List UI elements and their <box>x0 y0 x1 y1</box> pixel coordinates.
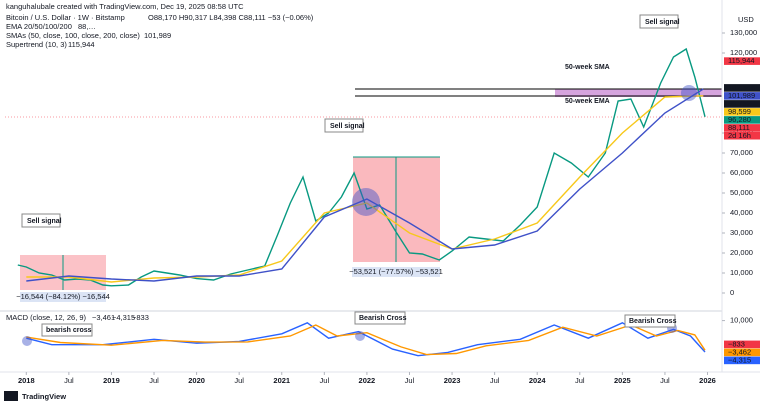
legend-name: Bitcoin / U.S. Dollar · 1W · Bitstamp <box>6 13 125 22</box>
x-tick-label: 2019 <box>103 376 120 385</box>
annotation: Bearish Cross <box>359 315 407 322</box>
price-label: 101,989 <box>728 91 755 100</box>
annotation: Bearish Cross <box>629 318 677 325</box>
x-tick-label: Jul <box>64 376 74 385</box>
callout <box>639 14 679 29</box>
legend-value: −3,461 <box>92 313 115 322</box>
y-tick-label: 20,000 <box>730 248 753 257</box>
legend-name: Supertrend (10, 3) <box>6 40 67 49</box>
highlight <box>681 85 697 101</box>
pane-title: MACD (close, 12, 26, 9) <box>6 313 87 322</box>
y-tick-label: 30,000 <box>730 228 753 237</box>
price-label-box <box>724 57 760 65</box>
highlight <box>22 336 32 346</box>
countdown-box <box>724 131 760 140</box>
price-label-box <box>724 92 760 100</box>
measure-label: −16,544 (−84.12%) −16,544 <box>16 292 110 301</box>
callout <box>624 314 676 328</box>
callout <box>21 213 61 228</box>
price-label: −4,315 <box>728 355 751 364</box>
legend-value: 115,944 <box>68 40 95 49</box>
highlight <box>355 331 365 341</box>
callout <box>324 118 364 133</box>
y-tick-label: 130,000 <box>730 28 757 37</box>
y-tick-label: 50,000 <box>730 188 753 197</box>
y-tick-label: 0 <box>730 288 734 297</box>
price-label: 96,280 <box>728 115 751 124</box>
legend-value: −833 <box>132 313 149 322</box>
credit: kanguhalubale created with TradingView.c… <box>6 2 244 11</box>
series-line <box>26 321 706 357</box>
y-tick-label: 70,000 <box>730 148 753 157</box>
series-line <box>26 88 704 282</box>
y-tick-label: 120,000 <box>730 48 757 57</box>
annotation: Sell signal <box>645 19 680 26</box>
x-tick-label: 2023 <box>444 376 461 385</box>
x-tick-label: 2024 <box>529 376 547 385</box>
price-label: 98,599 <box>728 107 751 116</box>
price-label: −833 <box>728 339 745 348</box>
measure-box <box>20 292 106 302</box>
x-tick-label: 2025 <box>614 376 631 385</box>
price-label-box <box>724 356 760 365</box>
price-label-box <box>724 348 760 357</box>
legend-value: 88,… <box>78 22 96 31</box>
x-tick-label: Jul <box>490 376 500 385</box>
x-tick-label: 2026 <box>699 376 716 385</box>
legend-name: SMAs (50, close, 100, close, 200, close) <box>6 31 140 40</box>
legend-name: EMA 20/50/100/200 <box>6 22 72 31</box>
legend-value: O88,170 H90,317 L84,398 C88,111 −53 (−0.… <box>148 13 314 22</box>
x-tick-label: 2020 <box>188 376 205 385</box>
x-tick-label: Jul <box>320 376 330 385</box>
annotation: 50-week SMA <box>565 64 610 71</box>
y-tick-label: 10,000 <box>730 316 753 325</box>
x-tick-label: Jul <box>405 376 415 385</box>
series-line <box>26 95 704 283</box>
x-tick-label: Jul <box>234 376 244 385</box>
x-tick-label: Jul <box>660 376 670 385</box>
series-layer <box>17 47 706 357</box>
highlight <box>352 188 380 216</box>
y-tick-label: 40,000 <box>730 208 753 217</box>
price-label-box <box>724 100 760 108</box>
series-line <box>26 324 706 356</box>
x-tick-label: 2022 <box>359 376 376 385</box>
price-label-box <box>724 340 760 349</box>
annotation: bearish cross <box>46 327 92 334</box>
y-tick-label: 10,000 <box>730 268 753 277</box>
annotation: 50-week EMA <box>565 98 610 105</box>
price-label-box <box>724 124 760 132</box>
x-tick-label: 2018 <box>18 376 35 385</box>
x-tick-label: 2021 <box>273 376 290 385</box>
measure-box <box>352 267 440 277</box>
price-label-box <box>724 108 760 116</box>
logo-icon <box>4 391 18 401</box>
callout <box>41 323 93 337</box>
x-tick-label: Jul <box>575 376 585 385</box>
price-label: 88,111 <box>728 123 750 132</box>
series-line <box>17 47 706 287</box>
y-tick-label: 60,000 <box>730 168 753 177</box>
annotation: Sell signal <box>330 123 365 130</box>
legend-value: 101,989 <box>144 31 171 40</box>
brand: TradingView <box>22 392 66 401</box>
price-label: 102,546 <box>728 83 755 92</box>
band <box>555 89 722 97</box>
price-label: 98,752 <box>728 99 751 108</box>
annotation: Sell signal <box>27 218 62 225</box>
price-label-box <box>724 116 760 124</box>
legend-value: −4,315 <box>112 313 135 322</box>
price-label: −3,462 <box>728 347 751 356</box>
measure-label: −53,521 (−77.57%) −53,521 <box>349 267 443 276</box>
currency: USD <box>738 15 754 24</box>
countdown: 2d 16h <box>728 131 751 140</box>
callout <box>354 311 406 325</box>
price-label: 115,944 <box>728 56 755 65</box>
x-tick-label: Jul <box>149 376 159 385</box>
price-label-box <box>724 84 760 92</box>
